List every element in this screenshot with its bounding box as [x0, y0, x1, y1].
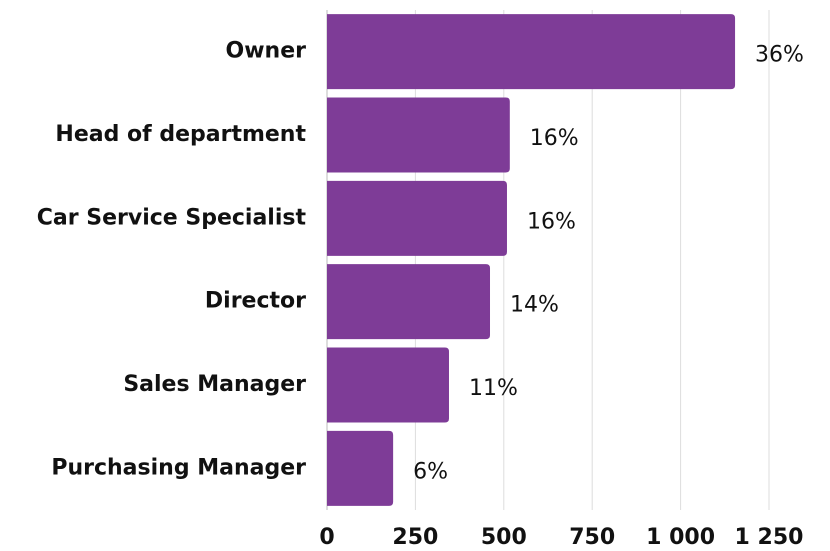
x-tick-label: 750 [569, 525, 615, 550]
bar [327, 430, 394, 506]
bar [327, 180, 507, 256]
value-label: 16% [530, 126, 579, 151]
y-tick-label: Car Service Specialist [37, 205, 307, 230]
x-tick-label: 250 [392, 525, 438, 550]
y-tick-label: Owner [226, 39, 307, 64]
bar [327, 264, 491, 340]
value-label: 6% [413, 459, 448, 484]
bar [327, 14, 736, 90]
value-label: 36% [755, 43, 804, 68]
x-tick-label: 1 250 [735, 525, 804, 550]
x-tick-label: 1 000 [646, 525, 715, 550]
y-tick-label: Purchasing Manager [51, 455, 306, 480]
value-label: 11% [469, 376, 518, 401]
y-tick-label: Sales Manager [123, 372, 306, 397]
bar [327, 347, 449, 423]
x-tick-label: 500 [481, 525, 527, 550]
y-tick-label: Head of department [55, 122, 306, 147]
value-label: 14% [510, 293, 559, 318]
bar [327, 97, 510, 173]
x-tick-label: 0 [319, 525, 334, 550]
y-tick-label: Director [205, 289, 306, 314]
value-label: 16% [527, 209, 576, 234]
